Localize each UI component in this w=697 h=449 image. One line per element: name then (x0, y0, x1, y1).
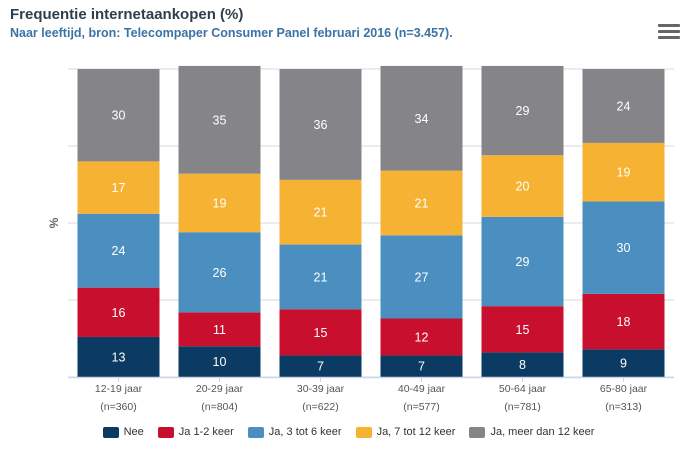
data-label: 19 (213, 196, 227, 210)
bar-segment[interactable] (77, 69, 160, 162)
bar-segment[interactable] (582, 201, 665, 294)
x-tick-label: 20-29 jaar (196, 383, 244, 395)
bar-segment[interactable] (178, 173, 261, 233)
bar-segment[interactable] (279, 69, 362, 180)
bar-segment[interactable] (77, 213, 160, 288)
x-tick-sublabel: (n=804) (201, 401, 237, 413)
bar-segment[interactable] (582, 349, 665, 377)
legend-swatch (102, 426, 119, 438)
legend-label: Ja, 7 tot 12 keer (376, 426, 456, 438)
bar-segment[interactable] (279, 179, 362, 245)
data-label: 29 (516, 104, 530, 118)
legend-label: Ja, 3 tot 6 keer (268, 426, 342, 438)
bar-segment[interactable] (481, 306, 564, 353)
bar-segment[interactable] (380, 170, 463, 236)
data-label: 11 (213, 323, 226, 337)
bar-segment[interactable] (77, 336, 160, 377)
x-tick-sublabel: (n=313) (605, 401, 641, 413)
data-label: 7 (317, 360, 324, 374)
data-label: 19 (617, 166, 631, 180)
data-label: 34 (415, 112, 429, 126)
legend-item[interactable]: Nee (102, 426, 144, 438)
bar-segment[interactable] (279, 355, 362, 377)
bar-segment[interactable] (481, 155, 564, 217)
x-tick-sublabel: (n=577) (403, 401, 439, 413)
data-label: 20 (516, 180, 530, 194)
legend-swatch (355, 426, 372, 438)
x-tick-label: 12-19 jaar (95, 383, 143, 395)
x-tick-label: 65-80 jaar (600, 383, 648, 395)
data-label: 24 (112, 244, 126, 258)
data-label: 21 (314, 270, 328, 284)
data-label: 17 (112, 181, 126, 195)
data-label: 16 (112, 306, 126, 320)
data-label: 30 (617, 241, 631, 255)
x-tick-label: 50-64 jaar (499, 383, 547, 395)
data-label: 18 (617, 315, 631, 329)
chart-title: Frequentie internetaankopen (%) (10, 6, 244, 23)
data-label: 21 (415, 196, 429, 210)
data-label: 12 (415, 330, 429, 344)
bar-segment[interactable] (279, 244, 362, 310)
bar-segment[interactable] (380, 65, 463, 171)
menu-icon[interactable] (658, 24, 680, 40)
bar-segment[interactable] (178, 312, 261, 347)
legend: Nee Ja 1-2 keer Ja, 3 tot 6 keer Ja, 7 tot … (0, 426, 697, 438)
x-tick-sublabel: (n=781) (504, 401, 540, 413)
bar-segment[interactable] (380, 235, 463, 319)
legend-item[interactable]: Ja, 7 tot 12 keer (355, 426, 456, 438)
x-tick-sublabel: (n=360) (100, 401, 136, 413)
bar-segment[interactable] (77, 287, 160, 337)
data-label: 36 (314, 118, 328, 132)
legend-item[interactable]: Ja, 3 tot 6 keer (247, 426, 342, 438)
data-label: 15 (516, 323, 530, 337)
legend-swatch (469, 426, 486, 438)
data-label: 35 (213, 113, 227, 127)
legend-label: Ja, meer dan 12 keer (490, 426, 595, 438)
legend-swatch (247, 426, 264, 438)
bar-segment[interactable] (178, 232, 261, 313)
data-label: 15 (314, 326, 328, 340)
data-label: 9 (620, 357, 627, 371)
bar-segment[interactable] (178, 346, 261, 377)
data-label: 30 (112, 109, 126, 123)
bar-segment[interactable] (481, 216, 564, 307)
legend-label: Ja 1-2 keer (178, 426, 234, 438)
data-label: 13 (112, 350, 126, 364)
legend-swatch (157, 426, 174, 438)
data-label: 8 (519, 358, 526, 372)
x-tick-label: 30-39 jaar (297, 383, 345, 395)
data-label: 29 (516, 255, 530, 269)
data-label: 7 (418, 360, 425, 374)
chart-subtitle: Naar leeftijd, bron: Telecompaper Consum… (10, 26, 453, 40)
data-label: 26 (213, 266, 227, 280)
bar-segment[interactable] (77, 161, 160, 214)
data-label: 27 (415, 270, 429, 284)
x-tick-sublabel: (n=622) (302, 401, 338, 413)
legend-label: Nee (123, 426, 144, 438)
legend-item[interactable]: Ja 1-2 keer (157, 426, 234, 438)
data-label: 10 (213, 355, 227, 369)
bar-segment[interactable] (582, 142, 665, 202)
data-label: 24 (617, 99, 631, 113)
bar-segment[interactable] (178, 65, 261, 174)
bar-segment[interactable] (481, 352, 564, 377)
bar-segment[interactable] (279, 309, 362, 356)
bar-segment[interactable] (380, 318, 463, 356)
legend-item[interactable]: Ja, meer dan 12 keer (469, 426, 594, 438)
x-tick-label: 40-49 jaar (398, 383, 446, 395)
bar-segment[interactable] (582, 69, 665, 143)
data-label: 21 (314, 206, 328, 220)
bar-segment[interactable] (380, 355, 463, 377)
bar-segment[interactable] (582, 293, 665, 350)
y-axis-label: % (47, 217, 61, 228)
bar-segment[interactable] (481, 65, 564, 156)
